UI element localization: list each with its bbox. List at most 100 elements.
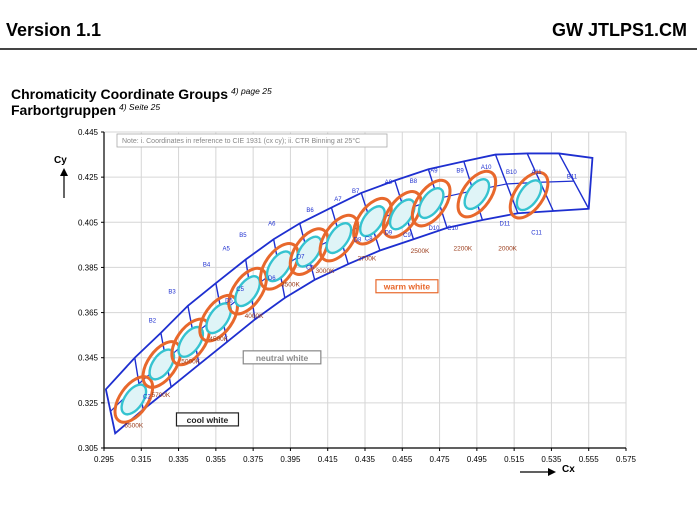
ellipse-inner (463, 178, 491, 211)
bin-label: B7 (352, 189, 360, 195)
note-text: Note: i. Coordinates in reference to CIE… (122, 137, 360, 145)
bin-label: D8 (354, 237, 362, 243)
bin-label: A8 (385, 180, 393, 186)
bin-ellipse-13 (508, 170, 550, 220)
bin-label: C10 (447, 226, 459, 232)
ellipse-outer (288, 227, 330, 276)
title-de-text: Farbortgruppen (11, 102, 116, 118)
y-tick-label: 0.325 (78, 399, 99, 408)
bin-label: A6 (268, 222, 276, 228)
x-tick-label: 0.455 (392, 455, 413, 464)
cct-label: 2500K (411, 248, 430, 255)
bin-label: A10 (481, 165, 492, 171)
bin-ellipse-1 (113, 375, 155, 424)
y-tick-label: 0.445 (78, 128, 99, 137)
y-tick-label: 0.405 (78, 218, 99, 227)
y-tick-label: 0.305 (78, 444, 99, 453)
ellipse-outer (113, 375, 155, 424)
bin-label: D10 (428, 226, 440, 232)
y-tick-label: 0.345 (78, 354, 99, 363)
ellipse-inner (265, 250, 293, 283)
x-tick-label: 0.295 (94, 455, 115, 464)
title-de-ref: 4) Seite 25 (119, 102, 161, 112)
ellipse-inner (295, 235, 323, 268)
bin-ellipse-7 (288, 227, 330, 276)
chart-axes: 0.305 0.325 0.345 0.365 0.385 0.405 0.425 0.445… (60, 128, 637, 476)
x-tick-label: 0.495 (467, 455, 488, 464)
cct-label: 5000K (181, 358, 200, 365)
bin-label: B4 (203, 262, 211, 268)
cct-label: 5700K (151, 392, 170, 399)
region-outline (104, 152, 594, 435)
title-en-ref: 4) page 25 (231, 86, 272, 96)
ellipse-outer (258, 242, 300, 291)
bin-label: B9 (456, 169, 464, 175)
ellipse-inner (359, 205, 386, 238)
bin-ellipse-6 (258, 242, 300, 291)
bin-ellipse-4 (198, 293, 239, 343)
bin-ellipse-8 (318, 213, 360, 263)
x-tick-label: 0.335 (169, 455, 190, 464)
x-tick-label: 0.515 (504, 455, 525, 464)
y-tick-label: 0.365 (78, 309, 99, 318)
bin-label: B3 (168, 289, 176, 295)
chart-labels: Note: i. Coordinates in reference to CIE… (116, 133, 578, 430)
bin-label: C9 (403, 233, 411, 239)
ellipse-outer (456, 169, 498, 219)
bin-ellipses (113, 169, 550, 424)
section-title-en: Chromaticity Coordinate Groups 4) page 25 (11, 86, 272, 102)
x-tick-label: 0.415 (318, 455, 339, 464)
bin-label: B2 (149, 319, 157, 325)
ellipse-outer (410, 178, 452, 228)
y-arrow-head (60, 168, 68, 176)
ellipse-inner (417, 187, 445, 220)
bin-label: C5 (236, 287, 244, 293)
ellipse-outer (170, 317, 212, 367)
title-en-text: Chromaticity Coordinate Groups (11, 86, 229, 102)
bin-ellipse-12 (456, 169, 498, 219)
bin-label: B8 (410, 179, 418, 185)
bin-midline (540, 180, 574, 183)
x-tick-label: 0.315 (131, 455, 152, 464)
ellipse-outer (141, 340, 183, 389)
bin-label: D11 (500, 222, 511, 228)
annotation-box (242, 350, 322, 365)
bin-divider (558, 153, 590, 210)
bin-label: C8 (365, 236, 373, 242)
cct-label: 3500K (281, 282, 300, 289)
x-tick-label: 0.555 (579, 455, 600, 464)
cct-label: 3000K (316, 268, 335, 275)
note-box (116, 133, 388, 148)
ellipse-outer (198, 293, 239, 343)
cct-label: 2700K (357, 256, 376, 263)
product-code: GW JTLPS1.CM (551, 20, 687, 40)
x-tick-label: 0.375 (243, 455, 264, 464)
cct-label: 4500K (209, 336, 228, 343)
x-tick-label: 0.435 (355, 455, 376, 464)
cct-label: 2200K (453, 246, 472, 253)
cct-label: 6500K (124, 423, 143, 430)
annotation-label: cool white (187, 415, 229, 425)
cct-label: 2000K (498, 246, 517, 253)
bin-label: B11 (567, 174, 578, 180)
bin-label: C6 (306, 266, 314, 272)
ellipse-inner (388, 198, 416, 231)
bin-ellipse-3 (170, 317, 212, 367)
bin-label: D5 (225, 298, 233, 304)
ellipse-inner (515, 179, 543, 212)
bin-label: A11 (531, 170, 542, 176)
x-tick-label: 0.355 (206, 455, 227, 464)
annotation-box (175, 412, 240, 427)
ellipse-inner (205, 302, 233, 335)
y-tick-label: 0.385 (78, 263, 99, 272)
version-label: Version 1.1 (6, 20, 102, 40)
bin-ellipse-11 (410, 178, 452, 228)
bin-label: D9 (384, 231, 392, 237)
ellipse-inner (120, 383, 148, 416)
x-axis-label: Cx (562, 464, 575, 475)
bin-label: D6 (268, 276, 276, 282)
bin-label: A9 (430, 169, 438, 175)
annotation-box (375, 279, 439, 294)
cct-label: 4000K (245, 313, 264, 320)
